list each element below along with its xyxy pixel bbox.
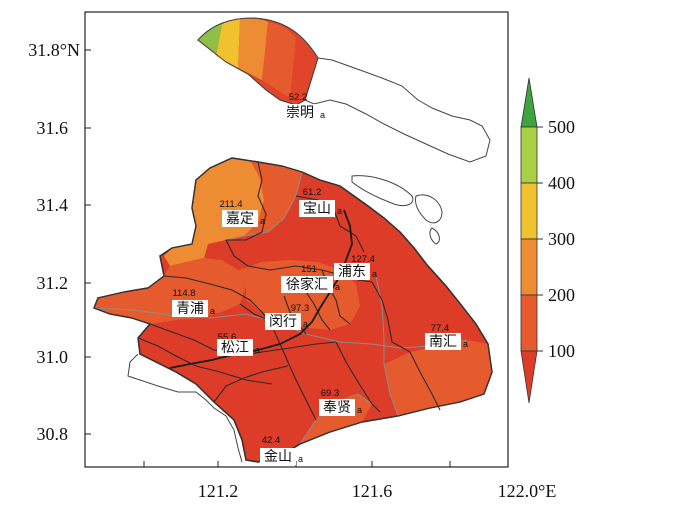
- station-name: 闵行: [269, 314, 297, 330]
- colorbar-top-triangle: [520, 77, 538, 128]
- y-tick-label: 31.2: [37, 273, 69, 293]
- station-7: 97.3闵行 a: [265, 303, 309, 330]
- station-value: 114.8: [172, 288, 195, 299]
- station-9: 77.4南汇 a: [425, 323, 468, 350]
- station-name: 浦东: [338, 264, 366, 280]
- station-label-box: [222, 210, 258, 227]
- station-value: 69.3: [321, 388, 340, 399]
- station-value: 127.4: [351, 254, 375, 265]
- colorbar-segment: [520, 126, 538, 184]
- y-tick-label: 31.0: [37, 347, 69, 367]
- station-6: 114.8 青浦 a: [172, 288, 215, 317]
- chongming-zone-green: [198, 24, 222, 55]
- y-tick-label: 30.8: [37, 424, 69, 444]
- colorbar-segment: [520, 182, 538, 240]
- colorbar: 500 400 300 200 100: [520, 77, 575, 404]
- colorbar-label: 200: [548, 285, 575, 305]
- station-label-box: [265, 313, 301, 330]
- station-significance: a: [357, 405, 362, 415]
- station-value: 55.6: [218, 332, 237, 343]
- colorbar-bottom-triangle: [520, 350, 538, 404]
- station-label-box: [281, 276, 333, 293]
- station-label-box: [334, 263, 370, 280]
- station-value: 151: [301, 264, 317, 275]
- colorbar-segment: [520, 294, 538, 352]
- jiading-west-zone: [164, 244, 208, 266]
- chongming-zone-yellow: [216, 19, 240, 68]
- station-name: 青浦: [176, 301, 204, 317]
- colorbar-segment: [520, 238, 538, 296]
- station-name: 嘉定: [226, 211, 254, 227]
- station-2: 211.4嘉定 a: [219, 199, 265, 227]
- station-label-box: [217, 339, 253, 356]
- x-axis: [143, 461, 451, 467]
- station-value: 77.4: [431, 323, 450, 334]
- station-significance: a: [320, 110, 325, 120]
- station-value: 52.2: [289, 92, 308, 103]
- jiuduansha-shoal: [429, 227, 440, 245]
- y-axis: [85, 49, 91, 435]
- station-significance: a: [303, 319, 308, 329]
- station-10: 69.3奉贤 a: [319, 388, 362, 416]
- station-name: 松江: [221, 340, 249, 356]
- station-4: 127.4浦东 a: [334, 254, 377, 280]
- station-significance: a: [260, 216, 265, 226]
- station-name: 金山: [264, 449, 292, 465]
- colorbar-label: 100: [548, 341, 575, 361]
- station-significance: a: [337, 206, 342, 216]
- chongming-island: [197, 17, 491, 245]
- station-significance: a: [372, 269, 377, 279]
- station-label-box: [260, 448, 296, 465]
- changxing-island: [351, 175, 414, 207]
- transition-zone-east: [384, 340, 492, 416]
- station-name: 徐家汇: [286, 276, 328, 293]
- station-name: 奉贤: [323, 400, 351, 416]
- y-tick-label: 31.8°N: [28, 40, 80, 60]
- station-8: 55.6松江 a: [217, 332, 260, 356]
- chongming-outer-outline: [304, 57, 491, 163]
- x-tick-label: 121.6: [352, 481, 393, 501]
- y-tick-label: 31.4: [37, 195, 69, 215]
- station-name: 宝山: [303, 201, 331, 217]
- station-3: 61.2 宝山 a: [299, 187, 342, 217]
- station-label-box: [172, 300, 208, 317]
- colorbar-label: 400: [548, 173, 575, 193]
- x-tick-label: 122.0°E: [498, 481, 557, 501]
- station-11: 42.4 金山 a: [260, 435, 303, 465]
- station-significance: a: [298, 454, 303, 464]
- station-value: 61.2: [303, 187, 322, 198]
- station-name: 崇明: [286, 105, 314, 121]
- station-value: 211.4: [219, 199, 242, 210]
- transition-zone-north: [244, 160, 302, 236]
- station-significance: a: [255, 345, 260, 355]
- hangzhou-bay-coast: [127, 353, 243, 463]
- station-value: 97.3: [291, 303, 310, 314]
- colorbar-label: 500: [548, 117, 575, 137]
- mainland-outline: [93, 157, 493, 463]
- station-1: 52.2 崇明 a: [282, 92, 325, 121]
- station-label-box: [299, 200, 335, 217]
- rivers: [169, 209, 353, 369]
- chongming-zone-orange: [238, 18, 268, 80]
- y-tick-label: 31.6: [37, 118, 69, 138]
- hengsha-island: [415, 194, 443, 224]
- station-significance: a: [463, 339, 468, 349]
- station-label-box: [425, 333, 461, 350]
- x-tick-label: 121.2: [198, 481, 239, 501]
- station-name: 南汇: [429, 334, 457, 350]
- station-label-box: [319, 399, 355, 416]
- station-label-box: [282, 104, 318, 121]
- station-value: 42.4: [262, 435, 281, 446]
- district-boundaries: [137, 161, 441, 421]
- chongming-zone-redorange: [262, 22, 296, 98]
- station-significance: a: [335, 282, 340, 292]
- colorbar-label: 300: [548, 229, 575, 249]
- station-significance: a: [210, 306, 215, 316]
